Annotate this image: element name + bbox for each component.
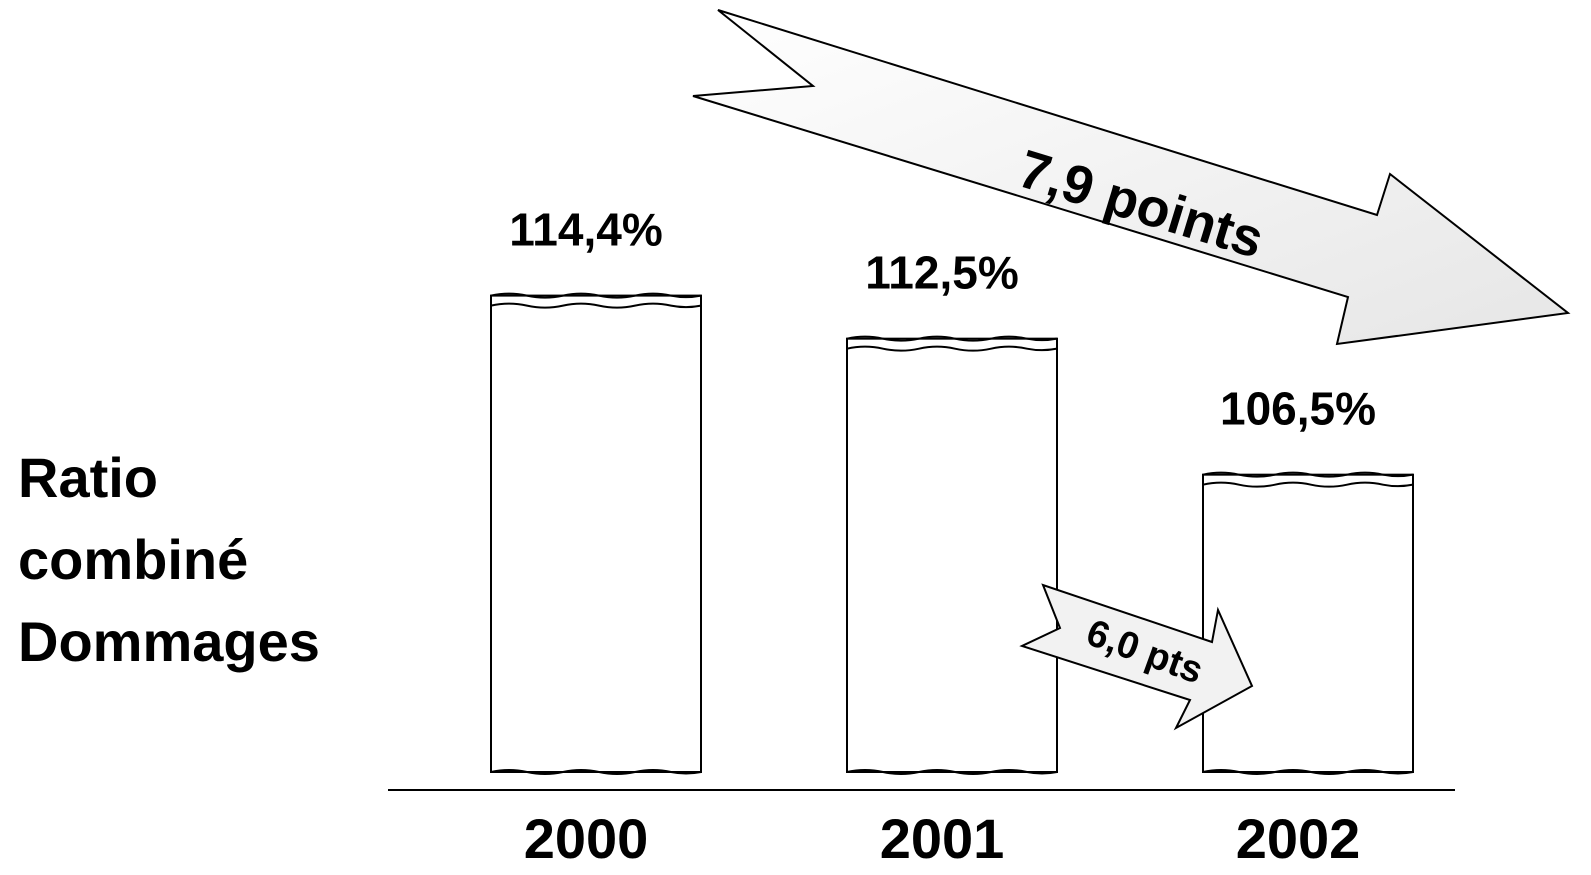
- bar-2002: 106,5% 2002: [1202, 383, 1414, 870]
- data-label-2000: 114,4%: [509, 204, 662, 256]
- x-tick-label-2002: 2002: [1236, 807, 1361, 870]
- bars-layer: 114,4% 2000 112,5% 2001 106,5% 2002: [490, 204, 1414, 870]
- bar-top-edge: [1202, 471, 1414, 478]
- bar-body: [490, 294, 702, 773]
- big-trend-arrow-shape: [692, 9, 1571, 346]
- bar-2001: 112,5% 2001: [846, 247, 1058, 870]
- bar-top-edge: [846, 335, 1058, 342]
- bar-bottom-edge: [846, 769, 1058, 775]
- bar-top-inner-edge: [1202, 481, 1414, 488]
- y-axis-label-line-2: combiné: [18, 528, 249, 591]
- bar-bottom-edge: [490, 769, 702, 775]
- x-tick-label-2000: 2000: [524, 807, 649, 870]
- bar-top-inner-edge: [846, 345, 1058, 352]
- bar-body: [846, 337, 1058, 773]
- data-label-2002: 106,5%: [1220, 383, 1376, 435]
- big-trend-arrow: 7,9 points: [692, 9, 1571, 346]
- y-axis-label: Ratio combiné Dommages: [18, 437, 320, 683]
- bar-body: [1202, 473, 1414, 773]
- y-axis-label-line-1: Ratio: [18, 446, 158, 509]
- bar-2000: 114,4% 2000: [490, 204, 702, 870]
- bar-top-edge: [490, 292, 702, 299]
- bar-bottom-edge: [1202, 769, 1414, 775]
- data-label-2001: 112,5%: [865, 247, 1018, 299]
- y-axis-label-line-3: Dommages: [18, 610, 320, 673]
- bar-top-inner-edge: [490, 302, 702, 309]
- x-tick-label-2001: 2001: [880, 807, 1005, 870]
- small-trend-arrow-shape: [1019, 583, 1254, 731]
